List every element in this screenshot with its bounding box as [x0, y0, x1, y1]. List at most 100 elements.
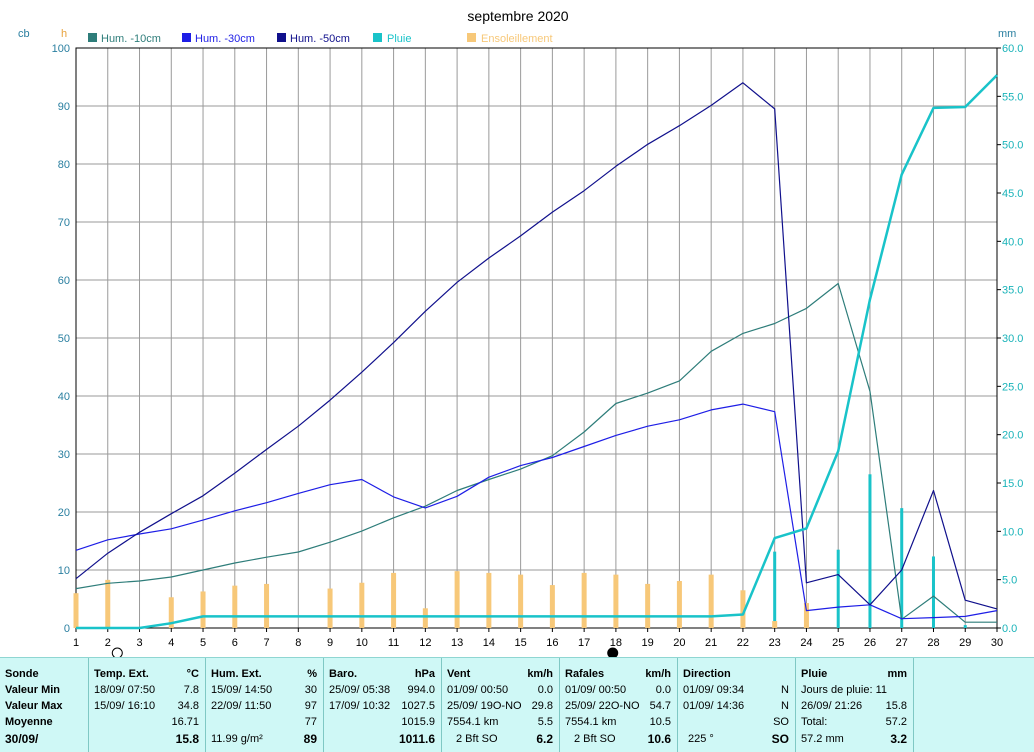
daily-rain-bar: [900, 508, 904, 628]
right-tick-label: 30.0: [1002, 333, 1023, 345]
x-tick-label: 27: [896, 637, 908, 649]
x-tick-label: 1: [73, 637, 79, 649]
x-tick-label: 3: [136, 637, 142, 649]
pluie-total-label: Total:: [801, 716, 828, 728]
sunshine-bar: [264, 583, 270, 628]
vent-title: Vent: [447, 668, 471, 680]
row-label-max: Valeur Max: [5, 700, 63, 712]
left-tick-label: 90: [58, 101, 70, 113]
left-tick-label: 20: [58, 507, 70, 519]
x-tick-label: 15: [514, 637, 526, 649]
sunshine-bar: [232, 585, 238, 628]
rafales-last: 10.6: [647, 732, 671, 746]
sunshine-bar: [105, 579, 111, 628]
direction-min-time: 01/09/ 09:34: [683, 684, 745, 696]
daily-rain-bar: [868, 474, 872, 628]
legend-label-pluie: Pluie: [387, 33, 411, 45]
legend-label-hum-30: Hum. -30cm: [195, 33, 255, 45]
direction-max-time: 01/09/ 14:36: [683, 700, 745, 712]
hum-abs: 11.99 g/m²: [211, 733, 263, 745]
legend-label-hum-50: Hum. -50cm: [290, 33, 350, 45]
legend: Hum. -10cm Hum. -30cm Hum. -50cm Pluie E…: [88, 33, 553, 45]
sunshine-bar: [549, 585, 555, 628]
legend-swatch-hum-10: [88, 33, 97, 42]
sunshine-bar: [422, 608, 428, 628]
baro-title: Baro.: [329, 668, 358, 680]
temp-avg: 16.71: [171, 716, 199, 728]
rafales-min-val: 0.0: [655, 684, 671, 696]
hum-max-time: 22/09/ 11:50: [211, 700, 272, 712]
left-tick-label: 70: [58, 217, 70, 229]
row-label-avg: Moyenne: [5, 716, 53, 728]
rafales-distance: 7554.1 km: [565, 716, 617, 728]
right-tick-label: 20.0: [1002, 430, 1023, 442]
x-tick-label: 17: [578, 637, 590, 649]
summary-col-temp: Temp. Ext. °C 18/09/ 07:50 7.8 15/09/ 16:1…: [89, 658, 206, 752]
row-label-sonde: Sonde: [5, 668, 39, 680]
left-tick-label: 100: [52, 43, 70, 55]
pluie-unit: mm: [887, 668, 907, 680]
daily-rain-bar: [773, 551, 777, 628]
daily-rain-bar: [931, 556, 935, 628]
moon-new-icon: [111, 647, 123, 657]
x-tick-label: 22: [737, 637, 749, 649]
direction-degrees: 225 °: [688, 733, 714, 745]
x-tick-label: 20: [673, 637, 685, 649]
rafales-bft: 2 Bft SO: [574, 733, 616, 745]
right-tick-label: 25.0: [1002, 381, 1023, 393]
summary-col-hum: Hum. Ext.% 15/09/ 14:50 30 22/09/ 11:50 97…: [206, 658, 324, 752]
baro-max-val: 1027.5: [401, 700, 435, 712]
vent-avg: 5.5: [537, 716, 553, 728]
rafales-avg: 10.5: [649, 716, 671, 728]
right-tick-label: 15.0: [1002, 478, 1023, 490]
series-line-hum-10cm: [75, 282, 997, 623]
moon-full-icon: [607, 647, 619, 657]
hum-unit: %: [307, 668, 317, 680]
sunshine-bar: [803, 603, 809, 628]
x-tick-label: 4: [168, 637, 174, 649]
bars: [73, 474, 967, 628]
pluie-cumul: 57.2 mm: [801, 733, 844, 745]
x-tick-label: 6: [232, 637, 238, 649]
baro-unit: hPa: [414, 668, 435, 680]
x-tick-label: 28: [927, 637, 939, 649]
rafales-title: Rafales: [565, 668, 605, 680]
series-line-hum-30cm: [75, 403, 998, 620]
baro-min-val: 994.0: [407, 684, 435, 696]
right-tick-label: 50.0: [1002, 140, 1023, 152]
daily-rain-bar: [836, 549, 840, 628]
vent-unit: km/h: [527, 668, 553, 680]
sunshine-bar: [327, 588, 333, 628]
summary-col-direction: Direction 01/09/ 09:34 N 01/09/ 14:36 N SO…: [678, 658, 796, 752]
sunshine-bar: [168, 597, 174, 628]
hum-last: 89: [303, 732, 317, 746]
summary-col-baro: Baro. hPa 25/09/ 05:38 994.0 17/09/ 10:32 1…: [324, 658, 442, 752]
direction-min-val: N: [781, 684, 789, 696]
chart-background: [0, 0, 1034, 657]
x-tick-label: 5: [200, 637, 206, 649]
right-tick-label: 60.0: [1002, 43, 1023, 55]
summary-row-labels: Sonde Valeur Min Valeur Max Moyenne 30/0…: [0, 658, 89, 752]
x-tick-label: 29: [959, 637, 971, 649]
pluie-rain-days: Jours de pluie: 11: [801, 684, 888, 696]
rafales-unit: km/h: [645, 668, 671, 680]
baro-avg: 1015.9: [401, 716, 435, 728]
x-tick-label: 21: [705, 637, 717, 649]
temp-unit: °C: [186, 668, 199, 680]
right-tick-label: 40.0: [1002, 236, 1023, 248]
temp-max-val: 34.8: [177, 700, 199, 712]
temp-last: 15.8: [175, 732, 199, 746]
vent-bft: 2 Bft SO: [456, 733, 498, 745]
left-axis-unit-h: h: [61, 28, 67, 40]
x-tick-label: 30: [991, 637, 1003, 649]
sunshine-bar: [518, 574, 524, 628]
x-tick-label: 12: [419, 637, 431, 649]
legend-swatch-hum-30: [182, 33, 191, 42]
right-tick-label: 0.0: [1002, 623, 1017, 635]
x-tick-label: 14: [483, 637, 495, 649]
right-tick-label: 35.0: [1002, 285, 1023, 297]
temp-title: Temp. Ext.: [94, 668, 149, 680]
x-tick-label: 8: [295, 637, 301, 649]
right-tick-label: 55.0: [1002, 91, 1023, 103]
temp-min-time: 18/09/ 07:50: [94, 684, 156, 696]
